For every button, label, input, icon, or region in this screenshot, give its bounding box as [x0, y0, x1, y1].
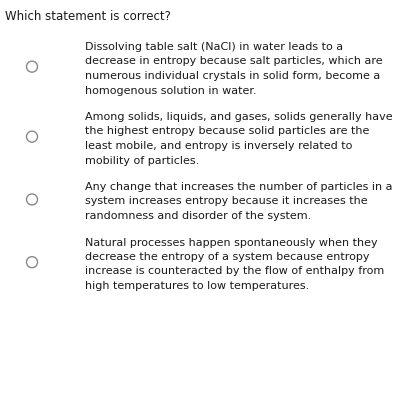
Text: mobility of particles.: mobility of particles.	[85, 156, 199, 166]
Text: decrease in entropy because salt particles, which are: decrease in entropy because salt particl…	[85, 56, 383, 66]
Text: randomness and disorder of the system.: randomness and disorder of the system.	[85, 211, 311, 221]
Text: Which statement is correct?: Which statement is correct?	[5, 10, 171, 23]
Text: system increases entropy because it increases the: system increases entropy because it incr…	[85, 196, 368, 206]
Text: Among solids, liquids, and gases, solids generally have: Among solids, liquids, and gases, solids…	[85, 112, 392, 122]
Text: increase is counteracted by the flow of enthalpy from: increase is counteracted by the flow of …	[85, 266, 384, 276]
Text: Any change that increases the number of particles in a: Any change that increases the number of …	[85, 182, 392, 192]
Text: least mobile, and entropy is inversely related to: least mobile, and entropy is inversely r…	[85, 141, 353, 151]
Text: Natural processes happen spontaneously when they: Natural processes happen spontaneously w…	[85, 238, 378, 248]
Text: the highest entropy because solid particles are the: the highest entropy because solid partic…	[85, 126, 369, 136]
Text: Dissolving table salt (NaCl) in water leads to a: Dissolving table salt (NaCl) in water le…	[85, 42, 343, 52]
Text: decrease the entropy of a system because entropy: decrease the entropy of a system because…	[85, 252, 370, 262]
Text: numerous individual crystals in solid form, become a: numerous individual crystals in solid fo…	[85, 71, 380, 81]
Text: homogenous solution in water.: homogenous solution in water.	[85, 86, 257, 96]
Text: high temperatures to low temperatures.: high temperatures to low temperatures.	[85, 281, 309, 291]
